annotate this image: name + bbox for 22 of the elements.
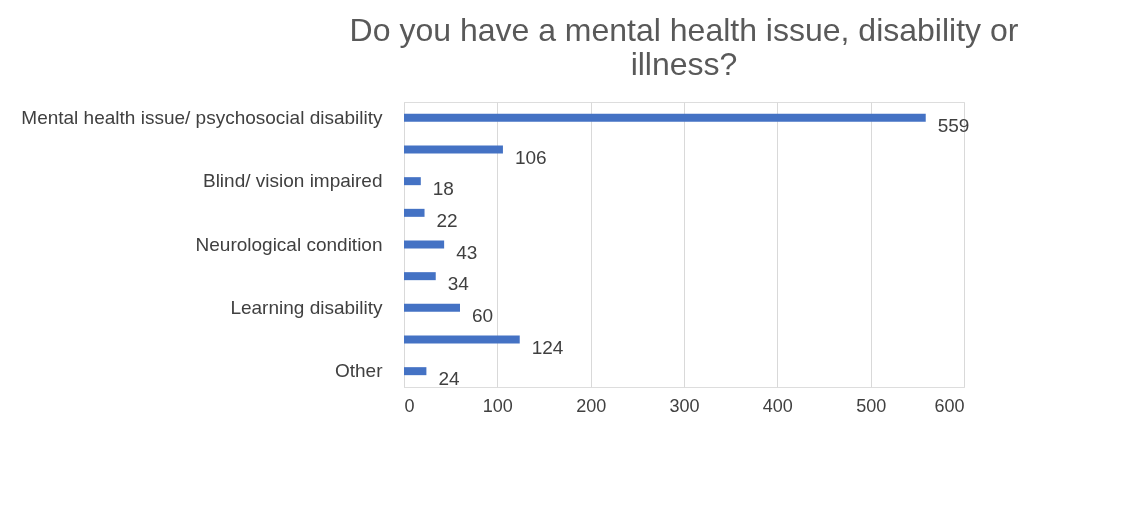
x-tick-label: 500 <box>856 395 887 416</box>
chart-title: Do you have a mental health issue, disability or illness? <box>349 12 1019 82</box>
x-tick-label: 300 <box>669 395 700 416</box>
data-label: 34 <box>447 273 470 295</box>
data-label: 22 <box>436 209 458 231</box>
data-label: 106 <box>514 146 547 168</box>
y-tick-label: Mental health issue/ psychosocial disability <box>21 106 383 128</box>
data-label: 18 <box>432 178 454 200</box>
data-label: 24 <box>438 368 460 390</box>
x-tick-label: 600 <box>934 395 965 416</box>
data-label: 124 <box>531 336 564 358</box>
x-tick-label: 0 <box>404 395 415 416</box>
y-tick-label: Learning disability <box>230 296 383 318</box>
y-tick-label: Neurological condition <box>195 233 383 255</box>
y-tick-label: Blind/ vision impaired <box>202 170 383 192</box>
data-label: 559 <box>937 114 970 136</box>
x-tick-label: 200 <box>576 395 607 416</box>
x-tick-label: 100 <box>482 395 513 416</box>
data-label: 60 <box>472 304 494 326</box>
x-tick-label: 400 <box>762 395 793 416</box>
data-label: 43 <box>456 241 478 263</box>
y-tick-label: Other <box>334 360 384 382</box>
